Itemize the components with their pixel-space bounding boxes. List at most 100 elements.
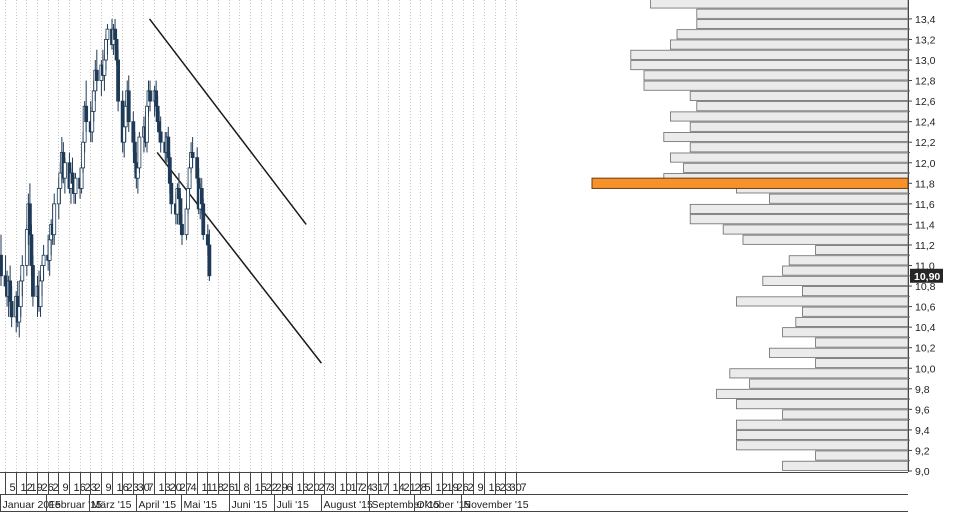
x-day-tick-label: 1 [234,482,240,494]
x-day-tick-label: 7 [148,482,154,494]
y-tick-label: 12,6 [915,96,936,108]
x-month-label: April '15 [139,499,177,511]
x-day-tick-label: 8 [244,482,250,494]
volume-profile-bar [630,49,909,60]
volume-profile-bar [722,224,909,235]
y-tick-label: 12,2 [915,137,936,149]
candle-body-up [20,265,25,282]
x-day-tick-label: 21 [404,482,416,494]
x-day-tick-label: 20 [308,482,320,494]
volume-profile-bar [815,450,909,461]
candle-body-up [105,28,110,40]
trend-channel-lower-line [156,152,322,364]
volume-profile-bar [782,327,909,338]
volume-profile-highlight-bar [591,177,909,189]
trend-channel-upper-line [148,18,307,225]
candle-body-down [116,59,121,102]
x-day-tick-label: 10 [340,482,352,494]
y-tick-label: 13,2 [915,34,936,46]
volume-profile-bar [683,162,909,173]
candle-body-down [0,254,3,277]
y-tick-label: 10,8 [915,281,936,293]
x-day-tick-label: 26 [42,482,54,494]
x-day-tick-label: 30 [510,482,522,494]
y-tick-label: 9,8 [915,384,930,396]
volume-profile-bar [650,0,909,9]
x-day-tick-label: 15 [255,482,267,494]
volume-profile-bar [736,429,909,440]
volume-profile-bar [769,347,909,358]
y-tick-label: 13,4 [915,14,936,26]
y-tick-label: 11,6 [915,199,935,211]
volume-profile-bar [689,214,909,225]
volume-profile-bar [670,152,909,163]
x-day-tick-label: 7 [521,482,527,494]
candle-body-down [158,131,163,143]
volume-profile-bar [782,409,909,420]
x-day-tick-label: 29 [276,482,288,494]
candle-body-down [207,244,212,277]
x-day-tick-label: 12 [436,482,448,494]
volume-profile-bar [643,70,909,81]
volume-profile-bar [696,101,909,112]
y-tick-label: 9,0 [915,466,930,478]
volume-profile-bar [689,90,909,101]
volume-profile-bar [742,234,909,245]
x-day-tick-label: 16 [74,482,86,494]
x-month-label: Juni '15 [232,499,268,511]
volume-profile-bar [716,388,909,399]
candle-body-down [31,265,35,297]
candle-body-down [84,105,89,123]
x-day-tick-label: 9 [478,482,484,494]
x-month-label: Oktober '15 [417,499,471,511]
candle-body-down [169,182,174,205]
y-tick-label: 11,8 [915,178,935,190]
volume-profile-bar [815,245,909,256]
y-tick-label: 9,6 [915,404,930,416]
volume-profile-bar [802,286,909,297]
volume-profile-bar [736,419,909,430]
y-tick-label: 11,2 [915,240,935,252]
x-month-label: September '15 [372,499,440,511]
candle-body-up [62,162,67,179]
volume-profile-bar [788,255,909,266]
volume-profile-bar [815,358,909,369]
volume-profile-bar [689,203,909,214]
volume-profile-bar [696,18,909,29]
candle-body-down [190,152,195,159]
x-day-tick-label: 9 [63,482,69,494]
channel-lines [148,18,322,364]
volume-profile-bar [749,378,909,389]
candle-body-up [137,136,142,169]
volume-profile-bar [815,337,909,348]
x-day-tick-label: 19 [31,482,43,494]
y-tick-label: 12,8 [915,76,936,88]
y-tick-label: 12,4 [915,117,936,129]
candle-body-down [148,90,152,102]
candle-body-down [201,203,206,236]
x-day-tick-label: 27 [180,482,192,494]
y-tick-label: 10,6 [915,302,936,314]
volume-profile-bar [736,296,909,307]
x-month-label: November '15 [464,499,529,511]
x-day-tick-label: 6 [287,482,293,494]
volume-profile-bar [689,142,909,153]
volume-profile-bar [663,132,909,143]
x-day-tick-label: 18 [212,482,224,494]
x-day-tick-label: 23 [127,482,139,494]
x-month-label: März '15 [92,499,132,511]
x-day-tick-label: 26 [457,482,469,494]
x-day-tick-label: 4 [191,482,197,494]
volume-profile-bar [782,460,909,471]
volume-profile-bar [670,39,909,50]
x-day-tick-label: 13 [159,482,171,494]
x-day-tick-label: 2 [468,482,474,494]
volume-profile-bar [762,275,909,286]
x-day-tick-label: 14 [393,482,405,494]
volume-profile-bar [769,193,909,204]
y-tick-label: 9,4 [915,425,930,437]
candle-body-up [73,177,78,194]
volume-profile-bar [729,368,909,379]
